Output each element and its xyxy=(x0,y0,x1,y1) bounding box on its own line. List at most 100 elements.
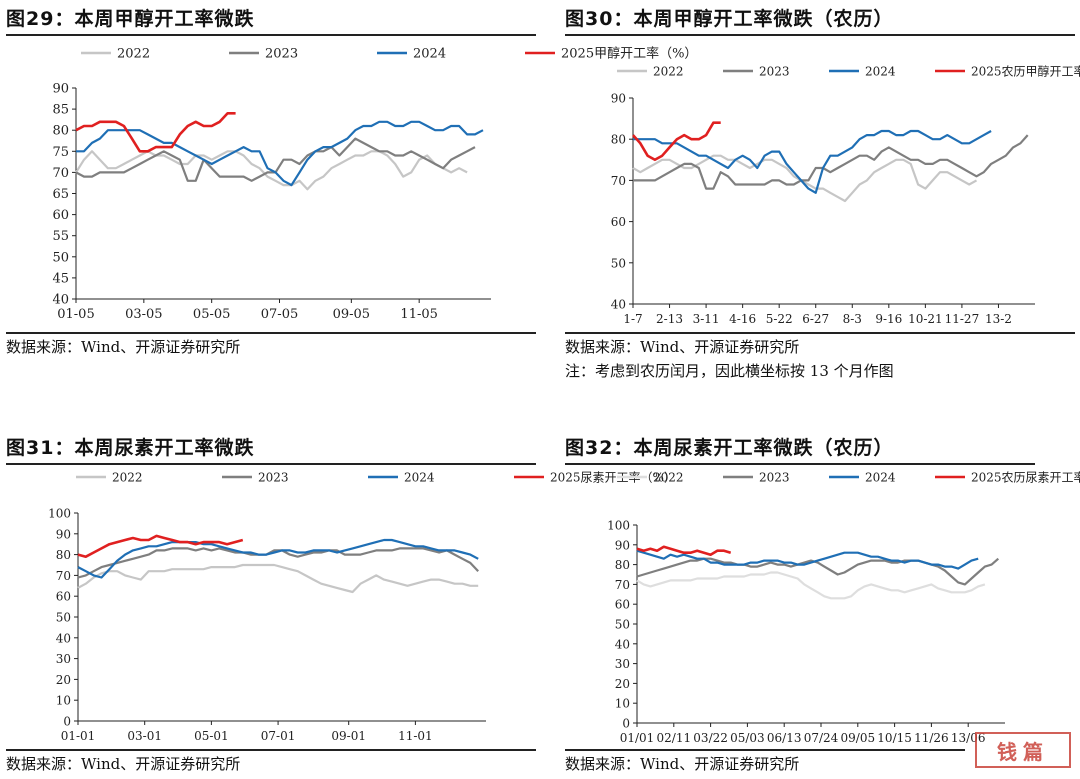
watermark-stamp: 钱篇 xyxy=(975,732,1071,768)
x-tick-label: 11-01 xyxy=(398,729,433,743)
series-line-2023 xyxy=(77,547,479,579)
y-tick-label: 40 xyxy=(56,631,71,645)
series-line-2024 xyxy=(76,120,484,187)
legend-label: 2022 xyxy=(653,65,684,79)
source-rule xyxy=(6,749,536,751)
legend-label: 2025农历尿素开工率（%） xyxy=(971,470,1080,485)
y-tick-label: 80 xyxy=(56,548,71,562)
x-tick-label: 09/05 xyxy=(841,731,876,745)
source-text: 数据来源：Wind、开源证券研究所 xyxy=(565,338,800,356)
y-tick-label: 50 xyxy=(611,256,626,270)
figure-title: 图32：本周尿素开工率微跌（农历） xyxy=(565,437,894,459)
source-text: 数据来源：Wind、开源证券研究所 xyxy=(6,338,241,356)
x-tick-label: 05/03 xyxy=(730,731,765,745)
y-tick-label: 50 xyxy=(56,611,71,625)
y-tick-label: 100 xyxy=(607,519,630,533)
source-rule xyxy=(565,749,965,751)
x-tick-label: 01-05 xyxy=(57,307,94,322)
y-tick-label: 90 xyxy=(52,82,69,97)
y-tick-label: 40 xyxy=(611,298,626,312)
figure-title: 图30：本周甲醇开工率微跌（农历） xyxy=(565,8,894,30)
y-tick-label: 90 xyxy=(56,527,71,541)
x-tick-label: 01-01 xyxy=(61,729,96,743)
x-tick-label: 03-05 xyxy=(125,307,162,322)
series-line-2024 xyxy=(636,549,979,570)
x-tick-label: 09-01 xyxy=(331,729,366,743)
y-tick-label: 40 xyxy=(615,637,630,651)
x-tick-label: 11/26 xyxy=(914,731,949,745)
source-rule xyxy=(565,332,1075,334)
y-tick-label: 50 xyxy=(52,250,69,265)
series-line-2023 xyxy=(633,134,1029,190)
y-tick-label: 0 xyxy=(63,715,71,729)
x-tick-label: 10/15 xyxy=(877,731,912,745)
legend-label: 2025尿素开工率（%） xyxy=(550,470,676,485)
x-tick-label: 4-16 xyxy=(729,312,756,326)
legend-label: 2023 xyxy=(265,47,298,62)
legend-label: 2023 xyxy=(759,65,790,79)
y-tick-label: 0 xyxy=(622,717,630,731)
x-tick-label: 9-16 xyxy=(875,312,902,326)
x-tick-label: 02/11 xyxy=(657,731,692,745)
chart-panel-29: 图29：本周甲醇开工率微跌 40 45 50 55 60 65 70 75 80 85 90 01-0… xyxy=(6,4,697,374)
series-line-2025甲醇开工率（%） xyxy=(75,112,236,153)
series-line-2022 xyxy=(636,571,986,600)
x-tick-label: 03-01 xyxy=(127,729,162,743)
title-rule xyxy=(565,34,1075,36)
y-tick-label: 90 xyxy=(615,538,630,552)
source-text: 数据来源：Wind、开源证券研究所 xyxy=(565,755,800,773)
y-tick-label: 55 xyxy=(52,229,69,244)
y-tick-label: 20 xyxy=(615,677,630,691)
legend-label: 2025农历甲醇开工率（%） xyxy=(971,64,1080,79)
title-rule xyxy=(565,463,1035,465)
x-tick-label: 8-3 xyxy=(843,312,862,326)
legend-label: 2024 xyxy=(404,471,435,485)
chart-panel-31: 图31：本周尿素开工率微跌 0 10 20 30 40 50 60 70 80 90 100 01-0… xyxy=(6,433,676,779)
y-tick-label: 30 xyxy=(615,657,630,671)
source-rule xyxy=(6,332,536,334)
x-tick-label: 6-27 xyxy=(802,312,829,326)
legend-label: 2022 xyxy=(112,471,143,485)
chart-panel-32: 图32：本周尿素开工率微跌（农历） 0 10 20 30 40 50 60 70 80 90 100… xyxy=(565,433,1080,779)
y-tick-label: 20 xyxy=(56,673,71,687)
y-tick-label: 85 xyxy=(52,103,69,118)
title-rule xyxy=(6,463,536,465)
series-line-2022 xyxy=(77,563,479,594)
x-tick-label: 3-11 xyxy=(693,312,720,326)
x-tick-label: 06/13 xyxy=(767,731,802,745)
y-tick-label: 60 xyxy=(615,598,630,612)
x-tick-label: 13-2 xyxy=(985,312,1012,326)
line-chart-methanol-weekly: 40 45 50 55 60 65 70 75 80 85 90 01-05 03-05 05-05 07-… xyxy=(52,46,697,323)
legend-label: 2022 xyxy=(117,47,150,62)
figure-title: 图31：本周尿素开工率微跌 xyxy=(6,437,255,459)
y-tick-label: 70 xyxy=(611,174,626,188)
y-tick-label: 10 xyxy=(56,694,71,708)
series-line-2025农历甲醇开工率（%） xyxy=(632,121,721,162)
note-text: 注：考虑到农历闰月，因此横坐标按 13 个月作图 xyxy=(565,362,894,380)
y-tick-label: 90 xyxy=(611,92,626,106)
x-tick-label: 07/24 xyxy=(804,731,839,745)
y-tick-label: 80 xyxy=(611,133,626,147)
source-text: 数据来源：Wind、开源证券研究所 xyxy=(6,755,241,773)
y-tick-label: 70 xyxy=(52,166,69,181)
x-tick-label: 11-27 xyxy=(945,312,980,326)
legend-label: 2025甲醇开工率（%） xyxy=(561,46,697,62)
x-tick-label: 10-21 xyxy=(908,312,943,326)
y-tick-label: 70 xyxy=(615,578,630,592)
x-tick-label: 03/22 xyxy=(693,731,728,745)
x-tick-label: 5-22 xyxy=(766,312,793,326)
y-tick-label: 40 xyxy=(52,293,69,308)
series-line-2022 xyxy=(632,154,978,203)
y-tick-label: 60 xyxy=(611,215,626,229)
legend-label: 2023 xyxy=(759,471,790,485)
series-line-2022 xyxy=(75,150,468,191)
line-chart-methanol-lunar: 40 50 60 70 80 90 1-7 2-13 3-11 4-16 5-22 6-27 8-3 9-… xyxy=(611,64,1080,327)
figure-title: 图29：本周甲醇开工率微跌 xyxy=(6,8,255,30)
y-tick-label: 80 xyxy=(52,124,69,139)
x-tick-label: 11-05 xyxy=(400,307,437,322)
x-tick-label: 05-05 xyxy=(193,307,230,322)
legend-label: 2024 xyxy=(413,47,446,62)
series-line-2025尿素开工率（%） xyxy=(77,534,244,558)
legend-label: 2023 xyxy=(258,471,289,485)
